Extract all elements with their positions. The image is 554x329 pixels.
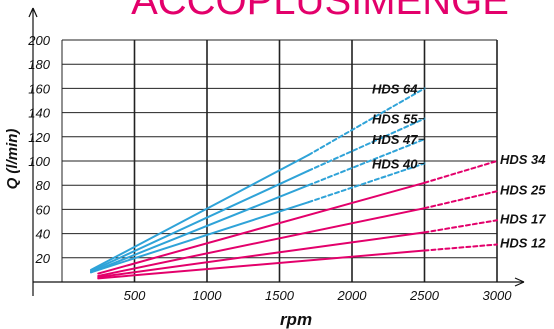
series-line-solid — [97, 181, 426, 275]
series-line-solid — [90, 184, 310, 274]
x-tick-label: 3000 — [483, 288, 513, 303]
x-tick-label: 500 — [124, 288, 146, 303]
series-label: HDS 40 — [372, 156, 418, 171]
y-tick-label: 120 — [28, 130, 50, 145]
series-line-dashed — [307, 162, 426, 204]
y-tick-label: 40 — [36, 227, 51, 242]
x-tick-label: 1000 — [193, 288, 223, 303]
y-tick-label: 80 — [36, 178, 51, 193]
series-line-solid — [90, 201, 310, 274]
series-line-dashed — [423, 243, 498, 252]
series-label: HDS 25 — [500, 182, 546, 197]
y-tick-label: 180 — [28, 57, 50, 72]
series-line-dashed — [307, 138, 426, 187]
series-line-dashed — [307, 117, 426, 172]
y-tick-label: 60 — [36, 202, 51, 217]
y-axis-title: Q (l/min) — [4, 129, 21, 190]
grid — [61, 39, 498, 282]
y-tick-label: 100 — [28, 154, 50, 169]
series-labels: HDS 64 HDS 55 HDS 47 HDS 40 HDS 34 HDS 25 HDS … — [372, 81, 546, 250]
series-label: HDS 64 — [372, 81, 418, 96]
series-line-solid — [97, 249, 426, 280]
series-line-dashed — [423, 190, 498, 210]
series-label: HDS 12 — [500, 235, 546, 250]
series-line-dashed — [423, 160, 498, 184]
tick-labels: 20 40 60 80 100 120 140 160 180 200 500 1000 1500 200… — [27, 33, 512, 303]
x-axis-title: rpm — [280, 310, 312, 329]
series-line-dashed — [307, 87, 426, 156]
y-tick-label: 200 — [27, 33, 50, 48]
series-label: HDS 17 — [500, 211, 546, 226]
y-tick-label: 140 — [28, 106, 50, 121]
x-tick-label: 1500 — [265, 288, 295, 303]
x-tick-label: 2000 — [337, 288, 368, 303]
series-line-solid — [90, 169, 310, 273]
x-tick-label: 2500 — [409, 288, 440, 303]
series-line-solid — [97, 231, 426, 279]
series-label: HDS 55 — [372, 112, 418, 127]
chart-title: ACCOPLUSIMENGE — [131, 0, 509, 23]
y-tick-label: 160 — [28, 81, 50, 96]
series-line-dashed — [423, 219, 498, 234]
x-axis-arrow — [514, 277, 525, 287]
y-axis-arrow — [28, 7, 38, 18]
axes — [28, 7, 525, 296]
series-lines — [90, 87, 498, 280]
series-label: HDS 34 — [500, 152, 546, 167]
series-line-solid — [97, 207, 426, 277]
series-line-solid — [90, 153, 310, 271]
y-tick-label: 20 — [35, 251, 51, 266]
series-label: HDS 47 — [372, 132, 418, 147]
